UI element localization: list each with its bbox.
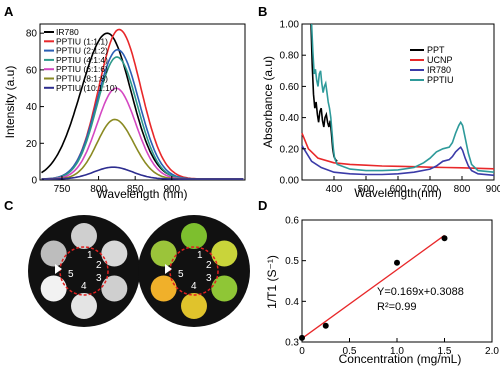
emission-y-tick-label: 80 bbox=[26, 29, 38, 40]
mri-right-well bbox=[181, 293, 207, 319]
mri-left-well bbox=[40, 275, 67, 302]
mri-color-image: 12 345 bbox=[138, 215, 250, 327]
emission-legend-label: PPTIU (10:1:10) bbox=[56, 83, 118, 93]
emission-legend-label: PPTIU (8:1:8) bbox=[56, 74, 108, 84]
relaxation-y-tick-label: 0.4 bbox=[285, 297, 299, 308]
mri-left-well bbox=[101, 275, 128, 302]
mri-left-arrow-icon bbox=[55, 264, 62, 274]
absorbance-x-tick-label: 400 bbox=[326, 184, 343, 195]
emission-legend-label: PPTIU (2:1:2) bbox=[56, 46, 108, 56]
emission-series-line-6 bbox=[41, 166, 244, 180]
relaxation-x-tick-label: 1.5 bbox=[438, 346, 452, 357]
mri-right-well bbox=[150, 240, 177, 267]
mri-right-well-number: 4 bbox=[191, 281, 197, 292]
emission-y-tick-label: 40 bbox=[26, 102, 38, 113]
absorbance-y-tick-label: 0.80 bbox=[280, 51, 300, 62]
relaxation-x-tick-label: 0 bbox=[299, 346, 305, 357]
emission-y-tick-label: 60 bbox=[26, 65, 38, 76]
relaxation-y-tick-label: 0.3 bbox=[285, 338, 299, 349]
mri-right-well-number: 3 bbox=[206, 273, 212, 284]
absorbance-x-tick-label: 900 bbox=[486, 184, 500, 195]
mri-left-well bbox=[71, 293, 97, 319]
relaxation-x-tick-label: 1.0 bbox=[390, 346, 404, 357]
absorbance-legend-label: IR780 bbox=[427, 65, 451, 75]
relaxation-data-point bbox=[322, 322, 329, 329]
emission-x-axis-label: Wavelength (nm) bbox=[97, 187, 188, 201]
absorbance-y-tick-label: 0.20 bbox=[280, 144, 300, 155]
absorbance-x-tick-label: 600 bbox=[390, 184, 407, 195]
emission-legend-label: IR780 bbox=[56, 27, 79, 37]
mri-left-well bbox=[40, 240, 67, 267]
absorbance-series-line-2 bbox=[301, 145, 495, 177]
emission-y-axis-label: Intensity (a.u) bbox=[3, 66, 17, 139]
emission-x-tick-label: 900 bbox=[163, 184, 180, 195]
panel-label-d: D bbox=[258, 198, 267, 213]
mri-right-well bbox=[211, 240, 238, 267]
relaxation-data-point bbox=[441, 235, 448, 242]
emission-plot-frame bbox=[39, 23, 246, 181]
absorbance-y-axis-label: Absorbance (a.u) bbox=[261, 56, 275, 148]
relaxation-x-axis-label: Concentration (mg/mL) bbox=[339, 352, 462, 366]
emission-legend-label: PPTIU (6:1:6) bbox=[56, 64, 108, 74]
mri-right-well bbox=[150, 275, 177, 302]
relaxation-y-axis-label: 1/T1 (S⁻¹) bbox=[265, 255, 279, 309]
relaxation-r-squared: R²=0.99 bbox=[377, 301, 416, 313]
emission-x-tick-label: 750 bbox=[54, 184, 71, 195]
mri-right-well bbox=[181, 223, 207, 249]
emission-y-tick-label: 0 bbox=[31, 176, 37, 187]
mri-right-well-number: 2 bbox=[206, 260, 212, 271]
mri-right-dashed-ring bbox=[169, 246, 219, 296]
mri-right-well-number: 1 bbox=[197, 250, 203, 261]
mri-left-well bbox=[71, 223, 97, 249]
mri-right-well-number: 5 bbox=[178, 269, 184, 280]
absorbance-legend-label: UCNP bbox=[427, 55, 453, 65]
mri-left-well bbox=[101, 240, 128, 267]
relaxation-y-tick-label: 0.5 bbox=[285, 256, 299, 267]
absorbance-x-axis-label: Wavelength(nm) bbox=[354, 186, 442, 200]
panel-label-c: C bbox=[4, 198, 14, 213]
mri-left-dashed-ring bbox=[59, 246, 109, 296]
mri-right-well bbox=[211, 275, 238, 302]
relaxation-equation: Y=0.169x+0.3088 bbox=[377, 286, 464, 298]
absorbance-x-tick-label: 700 bbox=[422, 184, 439, 195]
absorbance-chart: 400 500 600 700 800 900 0.00 0.20 0.40 0.60 0.80 1… bbox=[261, 20, 500, 201]
absorbance-y-tick-label: 0.40 bbox=[280, 113, 300, 124]
panel-label-a: A bbox=[4, 4, 14, 19]
absorbance-y-tick-label: 1.00 bbox=[280, 20, 300, 31]
absorbance-y-tick-label: 0.60 bbox=[280, 82, 300, 93]
emission-legend-label: PPTIU (4:1:4) bbox=[56, 55, 108, 65]
mri-left-well-number: 1 bbox=[87, 250, 93, 261]
relaxation-chart: 0 0.5 1.0 1.5 2.0 0.3 0.4 0.5 0.6 Y=0.169x+0.30… bbox=[265, 216, 499, 367]
absorbance-series-line-1 bbox=[301, 132, 495, 170]
relaxation-x-tick-label: 0.5 bbox=[343, 346, 357, 357]
relaxation-x-tick-label: 2.0 bbox=[485, 346, 499, 357]
mri-right-arrow-icon bbox=[165, 264, 172, 274]
relaxation-data-point bbox=[299, 334, 305, 341]
emission-x-tick-label: 800 bbox=[90, 184, 107, 195]
mri-left-well-number: 3 bbox=[96, 273, 102, 284]
mri-left-well-number: 2 bbox=[96, 260, 102, 271]
relaxation-y-tick-label: 0.6 bbox=[285, 216, 299, 227]
absorbance-x-tick-label: 800 bbox=[454, 184, 471, 195]
relaxation-fit-line bbox=[301, 234, 445, 339]
relaxation-plot-frame bbox=[301, 219, 493, 343]
mri-t1-image: 12 345 bbox=[28, 215, 140, 327]
absorbance-legend-label: PPTIU bbox=[427, 75, 454, 85]
absorbance-series-line-3 bbox=[310, 23, 495, 173]
emission-x-tick-label: 850 bbox=[127, 184, 144, 195]
emission-y-tick-label: 20 bbox=[26, 139, 38, 150]
absorbance-y-tick-label: 0.00 bbox=[280, 176, 300, 187]
mri-left-well-number: 4 bbox=[81, 281, 87, 292]
panel-label-b: B bbox=[258, 4, 267, 19]
absorbance-legend-label: PPT bbox=[427, 45, 445, 55]
absorbance-x-tick-label: 500 bbox=[358, 184, 375, 195]
mri-left-well-number: 5 bbox=[68, 269, 74, 280]
relaxation-data-point bbox=[394, 259, 400, 266]
emission-legend-label: PPTIU (1:1:1) bbox=[56, 36, 108, 46]
